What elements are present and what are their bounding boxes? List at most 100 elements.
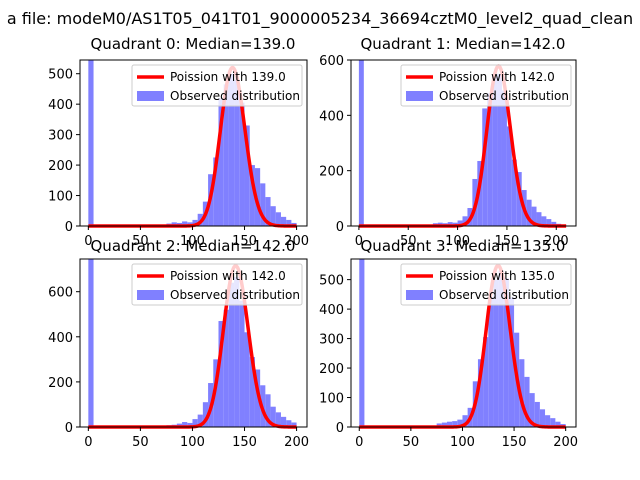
x-tick-label: 50 (400, 234, 417, 249)
y-tick-label: 100 (319, 392, 344, 407)
x-tick-label: 50 (132, 234, 149, 249)
histogram-bar (265, 394, 271, 427)
x-tick-label: 100 (180, 234, 205, 249)
legend-hist-label: Observed distribution (439, 288, 569, 302)
histogram-bar (546, 219, 552, 226)
x-tick-label: 0 (355, 234, 363, 249)
histogram-bar (462, 216, 468, 226)
histogram-bar (88, 259, 94, 427)
histogram-bar (503, 278, 509, 427)
legend-curve-label: Poission with 142.0 (439, 70, 555, 84)
y-tick-label: 200 (319, 362, 344, 377)
y-tick-label: 500 (319, 274, 344, 289)
y-tick-label: 0 (336, 220, 344, 235)
histogram-bar (482, 108, 488, 226)
histogram-bar (508, 297, 515, 427)
histogram-bar (218, 321, 224, 427)
legend: Poission with 139.0 Observed distributio… (131, 64, 303, 107)
panel-title: Quadrant 2: Median=142.0 (91, 237, 296, 255)
histogram-bar (492, 76, 498, 226)
legend-frame (131, 263, 303, 306)
histogram-bar (234, 277, 240, 427)
y-tick-label: 200 (48, 376, 73, 391)
histogram-bar (88, 60, 94, 226)
plot-area: 0 50 100 150 200 0 100 200 300 400 500 (319, 258, 578, 450)
histogram-bar (519, 359, 525, 427)
axes-frame (79, 258, 308, 428)
histogram-bar (213, 157, 219, 226)
y-tick-label: 0 (65, 421, 73, 436)
histogram-bar (545, 415, 551, 427)
panel-title: Quadrant 1: Median=142.0 (361, 35, 566, 53)
panel-quadrant-3: Quadrant 3: Median=135.0 0 50 100 150 200 0 10… (319, 237, 578, 450)
histogram-bar (555, 421, 561, 427)
histogram-bar (441, 422, 447, 427)
x-tick-label: 0 (84, 234, 92, 249)
histogram-bar (182, 422, 188, 427)
figure-suptitle: a file: modeM0/AS1T05_041T01_9000005234_… (7, 9, 633, 29)
histogram-bar (275, 412, 281, 427)
histogram-bar (171, 222, 177, 226)
legend: Poission with 142.0 Observed distributio… (400, 64, 572, 107)
y-tick-label: 200 (48, 159, 73, 174)
x-tick-label: 0 (355, 435, 363, 450)
histogram-bar (270, 206, 276, 226)
legend-hist-label: Observed distribution (439, 89, 569, 103)
histogram-bar (531, 206, 537, 226)
histogram-bar (192, 419, 198, 427)
histogram-bar (280, 416, 287, 427)
histogram-bar (223, 309, 229, 427)
x-tick-label: 150 (232, 234, 257, 249)
legend-frame (400, 64, 572, 107)
histogram-bar (550, 418, 556, 427)
histogram-bar (359, 259, 365, 427)
histogram-bar (228, 73, 235, 227)
histogram-bar (477, 359, 484, 427)
y-tick-label: 500 (48, 68, 73, 83)
histogram-bar (452, 421, 458, 427)
histogram-bar (202, 402, 209, 427)
histogram-bar (501, 90, 507, 227)
histogram-bar (534, 401, 540, 427)
histogram-bar (239, 300, 245, 427)
x-tick-label: 0 (84, 435, 92, 450)
histogram-bar (249, 357, 255, 427)
legend-hist-label: Observed distribution (170, 89, 300, 103)
histogram-bar (524, 376, 530, 427)
panel-title: Quadrant 0: Median=139.0 (91, 35, 296, 53)
x-tick-label: 100 (180, 435, 205, 450)
histogram-bar (536, 212, 542, 226)
y-tick-label: 100 (48, 190, 73, 205)
x-tick-label: 50 (132, 435, 149, 450)
histogram-bar (182, 221, 188, 226)
plot-area: 0 50 100 150 200 0 200 400 600 (319, 54, 577, 249)
legend-hist-swatch (406, 290, 433, 300)
plot-area: 0 50 100 150 200 0 200 400 600 (48, 258, 309, 450)
legend-frame (131, 64, 303, 107)
histogram-bar (280, 216, 287, 226)
x-tick-label: 150 (502, 435, 527, 450)
histogram-bar (539, 409, 546, 427)
x-tick-label: 200 (284, 234, 309, 249)
histogram-bar (286, 420, 292, 427)
histogram-bar (234, 79, 240, 226)
legend: Poission with 142.0 Observed distributio… (131, 263, 303, 306)
histogram-bar (457, 419, 463, 427)
histogram-bar (286, 219, 292, 226)
y-tick-label: 600 (48, 286, 73, 301)
histogram-bar (192, 219, 198, 226)
histogram-bar (197, 414, 203, 427)
histogram-bar (483, 337, 489, 427)
y-tick-label: 300 (48, 129, 73, 144)
histogram-bar (506, 126, 512, 226)
y-tick-label: 300 (319, 333, 344, 348)
x-tick-label: 200 (553, 435, 578, 450)
x-tick-label: 200 (544, 234, 569, 249)
axes-frame (350, 258, 577, 428)
x-tick-label: 200 (284, 435, 309, 450)
histogram-bar (462, 415, 468, 427)
y-tick-label: 400 (48, 331, 73, 346)
y-tick-label: 0 (336, 421, 344, 436)
histogram-bar (551, 221, 557, 226)
